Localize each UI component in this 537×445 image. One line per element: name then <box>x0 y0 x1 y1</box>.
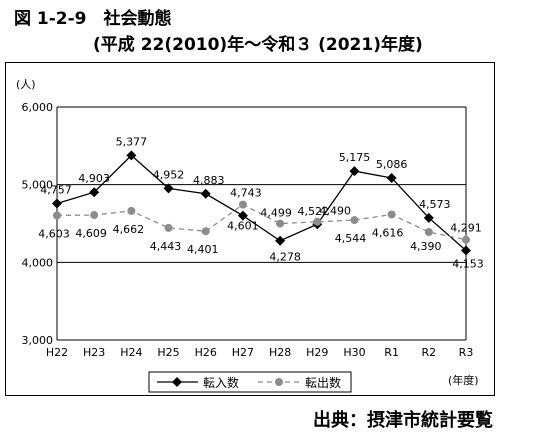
data-point-circle <box>387 210 396 219</box>
data-point-circle <box>238 200 247 209</box>
data-point-diamond <box>461 245 471 256</box>
data-label: 4,743 <box>230 187 262 200</box>
legend-marker-diamond <box>172 377 182 387</box>
data-point-diamond <box>349 166 360 177</box>
data-label: 4,390 <box>410 240 442 253</box>
data-point-diamond <box>89 187 100 198</box>
data-point-diamond <box>386 172 397 183</box>
figure-title: 図 1-2-9 社会動態 <box>14 9 172 29</box>
data-label: 4,278 <box>269 251 301 264</box>
data-label: 5,175 <box>339 151 371 164</box>
x-tick-label: R1 <box>384 346 399 359</box>
data-label: 4,490 <box>320 204 352 217</box>
data-point-diamond <box>52 198 62 209</box>
source-note: 出典：摂津市統計要覧 <box>313 410 493 431</box>
data-label: 4,757 <box>40 184 72 197</box>
y-unit-label: (人) <box>16 78 36 91</box>
data-point-circle <box>90 211 99 220</box>
data-point-circle <box>424 228 433 237</box>
x-tick-label: H27 <box>232 346 254 359</box>
data-label: 4,499 <box>260 207 292 220</box>
data-label: 4,522 <box>298 205 330 218</box>
data-label: 4,291 <box>450 222 482 235</box>
data-label: 4,952 <box>153 168 185 181</box>
data-label: 4,662 <box>113 223 145 236</box>
x-tick-label: H30 <box>343 346 365 359</box>
data-point-diamond <box>275 235 286 246</box>
y-tick-label: 5,000 <box>22 179 54 192</box>
data-point-diamond <box>200 188 211 199</box>
x-tick-label: H24 <box>120 346 142 359</box>
data-label: 5,377 <box>116 135 148 148</box>
data-point-circle <box>127 206 136 215</box>
data-label: 4,883 <box>193 174 225 187</box>
data-point-circle <box>53 211 61 220</box>
y-tick-label: 4,000 <box>22 256 54 269</box>
data-point-circle <box>164 223 173 232</box>
data-point-circle <box>462 235 470 244</box>
data-label: 4,603 <box>38 228 70 241</box>
series-line-2 <box>56 203 467 241</box>
x-tick-label: R3 <box>459 346 474 359</box>
x-tick-label: H28 <box>269 346 291 359</box>
x-tick-label: H26 <box>195 346 217 359</box>
legend-label-series-2: 転出数 <box>305 375 341 390</box>
data-label: 4,903 <box>78 172 110 185</box>
figure-subtitle: (平成 22(2010)年～令和３ (2021)年度) <box>93 35 423 55</box>
data-point-diamond <box>423 212 434 223</box>
data-point-circle <box>313 217 322 226</box>
legend-label-series-1: 転入数 <box>203 375 239 390</box>
data-label: 4,609 <box>75 227 107 240</box>
data-label: 4,601 <box>227 220 259 233</box>
x-tick-label: R2 <box>421 346 436 359</box>
data-label: 4,544 <box>335 232 367 245</box>
data-label: 4,153 <box>452 257 484 270</box>
y-tick-label: 6,000 <box>22 101 54 114</box>
x-tick-label: H25 <box>157 346 179 359</box>
data-point-diamond <box>163 183 174 194</box>
data-point-diamond <box>126 150 137 161</box>
data-label: 4,443 <box>150 240 182 253</box>
data-label: 4,401 <box>187 243 219 256</box>
data-point-circle <box>276 219 285 228</box>
y-tick-label: 3,000 <box>22 334 54 347</box>
x-tick-label: H23 <box>83 346 105 359</box>
x-tick-label: H22 <box>46 346 68 359</box>
data-label: 4,573 <box>419 198 451 211</box>
legend-marker-circle <box>275 378 283 386</box>
x-tick-label: H29 <box>306 346 328 359</box>
legend-box <box>148 371 352 393</box>
x-unit-label: (年度) <box>448 373 479 387</box>
data-point-circle <box>350 216 359 225</box>
data-point-diamond <box>237 210 248 221</box>
data-point-circle <box>201 227 210 236</box>
data-label: 5,086 <box>376 158 408 171</box>
series-line-1 <box>56 154 467 251</box>
data-label: 4,616 <box>372 226 404 239</box>
chart-frame <box>5 62 495 396</box>
